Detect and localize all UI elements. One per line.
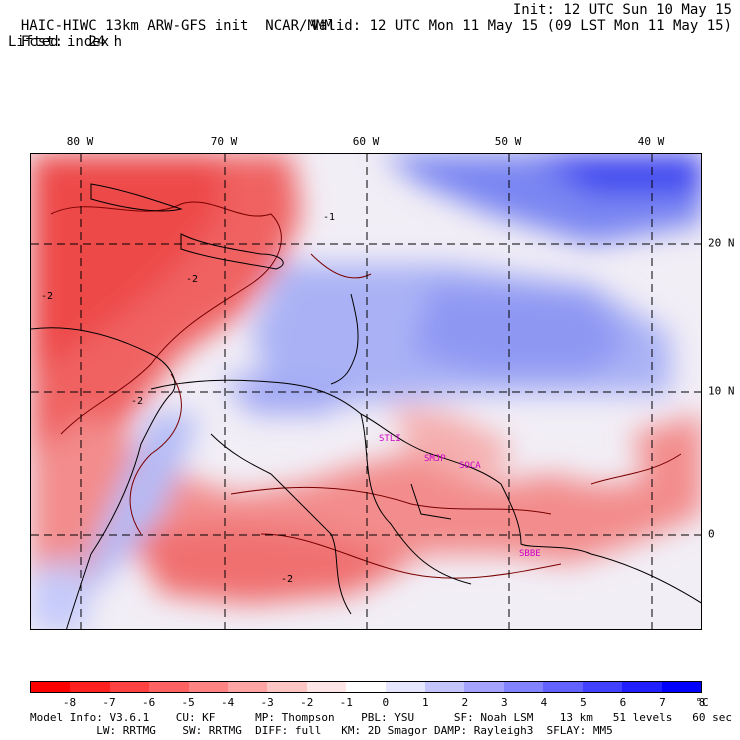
border-line xyxy=(360,413,472,585)
colorbar-label: 7 xyxy=(659,696,666,709)
model-info-line2: LW: RRTMG SW: RRTMG DIFF: full KM: 2D Sm… xyxy=(30,724,613,737)
colorbar-swatch xyxy=(228,682,268,692)
colorbar-swatch xyxy=(582,682,623,692)
south-america-west-coast xyxy=(31,327,176,629)
colorbar-label: -3 xyxy=(260,696,274,709)
colorbar-label: -4 xyxy=(221,696,235,709)
lat-label-20n: 20 N xyxy=(708,236,735,250)
contour-label: -1 xyxy=(323,212,335,223)
lesser-antilles-arc xyxy=(330,293,359,385)
colorbar-swatch xyxy=(503,682,544,692)
colorbar-swatch xyxy=(346,682,386,692)
colorbar-label: -5 xyxy=(181,696,195,709)
lon-label-50w: 50 W xyxy=(494,135,522,148)
colorbar-label: 3 xyxy=(501,696,508,709)
colorbar-swatch xyxy=(622,682,662,692)
model-info-line1: Model Info: V3.6.1 CU: KF MP: Thompson P… xyxy=(30,711,732,724)
contour-label: -2 xyxy=(281,574,293,585)
colorbar-swatch xyxy=(267,682,307,692)
colorbar-label: 4 xyxy=(540,696,548,709)
station-label-smjp: SMJP xyxy=(424,454,446,464)
colorbar-swatch xyxy=(464,682,504,692)
border-line xyxy=(410,483,452,520)
caribbean-core-red xyxy=(31,154,221,374)
atlantic-red-patch xyxy=(631,414,701,494)
contour-line xyxy=(590,453,682,485)
colorbar-unit: °C xyxy=(695,696,709,709)
colorbar-swatch xyxy=(385,682,426,692)
station-label-sbbe: SBBE xyxy=(519,549,541,559)
lon-label-80w: 80 W xyxy=(66,135,94,148)
colorbar-label: -2 xyxy=(300,696,314,709)
map-panel: -2 -2 -1 -2 -2 STLI SMJP SOCA SBBE xyxy=(30,153,702,630)
init-time: Init: 12 UTC Sun 10 May 15 xyxy=(512,2,732,18)
forecast-hour: Fcst: 24 h xyxy=(4,18,122,50)
lifted-index-map: -2 -2 -1 -2 -2 STLI SMJP SOCA SBBE xyxy=(31,154,701,629)
lat-label-0: 0 xyxy=(708,527,715,541)
station-label-soca: SOCA xyxy=(459,461,481,471)
contour-line xyxy=(260,533,562,579)
guianas-pink xyxy=(391,404,511,474)
colorbar-swatch xyxy=(543,682,583,692)
north-atlantic-deep-blue xyxy=(531,154,701,194)
lon-label-70w: 70 W xyxy=(210,135,238,148)
colorbar-swatch xyxy=(306,682,347,692)
pacific-blue xyxy=(31,554,91,629)
field-name: Lifted index xyxy=(8,34,110,50)
fcst-value: 24 h xyxy=(88,34,123,50)
model-name: HAIC-HIWC 13km ARW-GFS init xyxy=(20,18,249,34)
contour-line xyxy=(230,486,552,515)
colorbar-swatch xyxy=(188,682,229,692)
model-title: HAIC-HIWC 13km ARW-GFS init NCAR/MMM xyxy=(4,2,333,34)
colorbar-swatch xyxy=(661,682,701,692)
colorbar-label: 1 xyxy=(421,696,429,709)
colorbar-label: 0 xyxy=(382,696,390,709)
colorbar-label: -6 xyxy=(141,696,156,709)
shading-field xyxy=(31,154,701,629)
contour-label: -2 xyxy=(131,396,143,407)
contour-line xyxy=(310,253,372,279)
colorbar-swatch xyxy=(31,682,71,692)
hispaniola-island xyxy=(180,233,284,270)
border-line xyxy=(210,433,272,475)
colorbar-label: -7 xyxy=(102,696,116,709)
fcst-label: Fcst: xyxy=(20,34,64,50)
colorbar-swatch xyxy=(149,682,189,692)
contour-line xyxy=(129,373,182,535)
andes-blue-streak xyxy=(71,414,201,614)
colorbar-swatch xyxy=(70,682,110,692)
colorbar-swatch xyxy=(425,682,465,692)
colorbar-label: 2 xyxy=(461,696,469,709)
graticule xyxy=(31,154,701,629)
lon-label-60w: 60 W xyxy=(352,135,380,148)
border-line xyxy=(270,473,352,615)
caribbean-blue-band xyxy=(221,374,351,414)
lat-label-10n: 10 N xyxy=(708,384,735,398)
valid-time: Valid: 12 UTC Mon 11 May 15 (09 LST Mon … xyxy=(310,18,732,34)
colorbar-swatch xyxy=(109,682,150,692)
station-label-stli: STLI xyxy=(379,434,401,444)
colorbar-label: 8 xyxy=(698,696,706,709)
colorbar-label: 5 xyxy=(580,696,587,709)
contour-labels: -2 -2 -1 -2 -2 xyxy=(41,212,335,585)
coastlines xyxy=(31,183,701,629)
center-name: NCAR/MMM xyxy=(265,18,333,34)
amazon-core-red xyxy=(131,524,411,604)
contour-label: -2 xyxy=(186,274,198,285)
contour-label: -2 xyxy=(41,291,53,302)
lon-label-40w: 40 W xyxy=(637,135,665,148)
cuba-island xyxy=(90,183,183,212)
colorbar-label: -8 xyxy=(62,696,77,709)
south-america-north-coast xyxy=(150,379,701,604)
colorbar-label: -1 xyxy=(339,696,353,709)
colorbar-label: 6 xyxy=(619,696,627,709)
central-atlantic-core-blue xyxy=(411,284,631,374)
station-labels: STLI SMJP SOCA SBBE xyxy=(379,434,541,559)
colorbar xyxy=(30,681,702,693)
